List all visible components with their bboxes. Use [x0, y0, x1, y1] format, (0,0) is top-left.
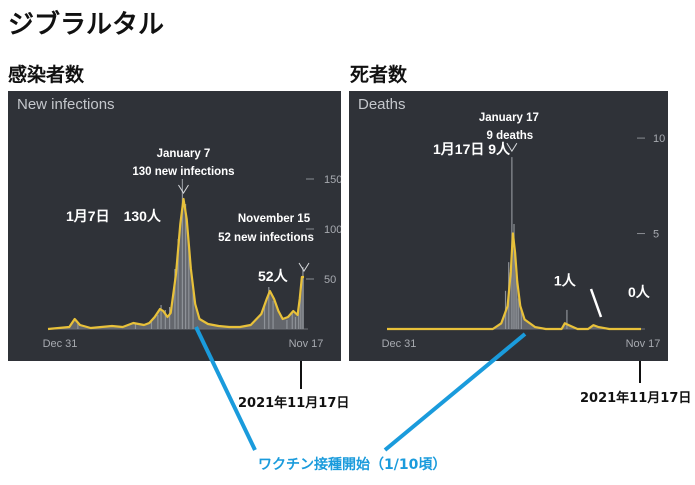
- y-tick-label: 5: [653, 229, 659, 241]
- infections-section-label: 感染者数: [8, 64, 85, 86]
- page-title: ジブラルタル: [8, 10, 165, 40]
- y-tick-label: 150: [324, 174, 341, 186]
- deaths-chart-panel: Deaths 5 10 Dec 31 Nov 17 January 17 9 deaths…: [349, 91, 668, 361]
- series-line: [47, 197, 304, 331]
- x-tick-label: Dec 31: [382, 338, 417, 350]
- callout-value: 52 new infections: [218, 232, 314, 244]
- series-line: [387, 232, 641, 331]
- callout-value: 9 deaths: [487, 130, 534, 142]
- callout-date: January 17: [479, 112, 539, 124]
- callout-japanese: 52人: [258, 268, 289, 284]
- x-tick-label: Nov 17: [626, 338, 661, 350]
- infections-chart-title: New infections: [17, 96, 115, 113]
- deaths-section-label: 死者数: [350, 64, 408, 86]
- x-tick-label: Nov 17: [289, 338, 324, 350]
- series-area: [48, 199, 304, 329]
- date-label-right: 2021年11月17日: [580, 391, 692, 406]
- x-tick-label: Dec 31: [43, 338, 78, 350]
- value-label-japanese: 1人: [554, 272, 577, 288]
- callout-marker: [298, 262, 310, 272]
- y-tick-label: 50: [324, 274, 336, 286]
- callout-date: November 15: [238, 213, 311, 225]
- callout-value: 130 new infections: [132, 166, 234, 178]
- callout-marker: [506, 142, 518, 153]
- infections-chart: 50 100 150 Dec 31 Nov 17 January 7 130 new inf…: [43, 148, 341, 350]
- date-label-left: 2021年11月17日: [238, 396, 350, 411]
- callout-japanese: 1月7日 130人: [66, 208, 162, 224]
- deaths-chart-title: Deaths: [358, 96, 406, 113]
- vaccine-start-label: ワクチン接種開始（1/10頃）: [258, 457, 447, 473]
- infections-chart-panel: New infections 50 100 150 Dec 31 Nov 17 Janua…: [8, 91, 341, 361]
- y-tick-label: 100: [324, 224, 341, 236]
- value-label-japanese: 0人: [628, 284, 651, 300]
- callout-marker: [178, 184, 189, 194]
- callout-japanese: 1月17日 9人: [433, 141, 511, 157]
- callout-date: January 7: [157, 148, 211, 160]
- y-tick-label: 10: [653, 133, 665, 145]
